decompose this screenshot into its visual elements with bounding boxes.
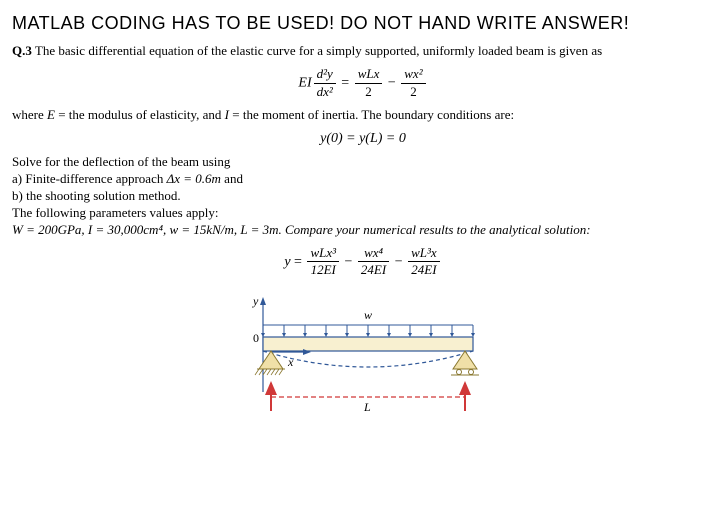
where-pre: where bbox=[12, 107, 47, 122]
where-mid1: = the modulus of elasticity, and bbox=[55, 107, 225, 122]
eq2-t1-num: wLx³ bbox=[307, 245, 339, 263]
eq2-y: y bbox=[284, 254, 290, 269]
boundary-conditions: y(0) = y(L) = 0 bbox=[12, 130, 714, 148]
eq1-t2-den: 2 bbox=[401, 84, 425, 101]
eq2-t3-num: wL³x bbox=[408, 245, 440, 263]
eq2-minus1: − bbox=[345, 254, 353, 269]
eq2-t2-num: wx⁴ bbox=[358, 245, 389, 263]
question-number: Q.3 bbox=[12, 43, 32, 58]
eq1-eq: = bbox=[341, 76, 349, 91]
task-l2a: a) Finite-difference approach bbox=[12, 171, 167, 186]
task-l2b: Δx = 0.6m bbox=[167, 171, 221, 186]
task-l2c: and bbox=[221, 171, 243, 186]
eq1-t2-num: wx² bbox=[401, 66, 425, 84]
svg-text:w: w bbox=[364, 308, 372, 322]
eq1-t1-num: wLx bbox=[355, 66, 383, 84]
task-line-3: b) the shooting solution method. bbox=[12, 188, 714, 205]
eq1-lhs-den: dx² bbox=[314, 84, 336, 101]
eq2-minus2: − bbox=[395, 254, 403, 269]
eq1-EI: EI bbox=[298, 76, 311, 91]
equation-ode: EId²ydx² = wLx2 − wx²2 bbox=[12, 66, 714, 101]
svg-text:0: 0 bbox=[253, 331, 259, 345]
eq2-t2-den: 24EI bbox=[358, 262, 389, 279]
eq1-minus: − bbox=[388, 76, 396, 91]
tasks-block: Solve for the deflection of the beam usi… bbox=[12, 154, 714, 238]
intro-text: The basic differential equation of the e… bbox=[35, 43, 602, 58]
svg-text:y: y bbox=[252, 294, 259, 308]
task-line-2: a) Finite-difference approach Δx = 0.6m … bbox=[12, 171, 714, 188]
svg-text:x: x bbox=[287, 355, 294, 369]
task-line-5: W = 200GPa, I = 30,000cm⁴, w = 15kN/m, L… bbox=[12, 222, 714, 239]
where-mid2: = the moment of inertia. The boundary co… bbox=[229, 107, 514, 122]
question-intro: Q.3 The basic differential equation of t… bbox=[12, 43, 714, 60]
where-line: where E = the modulus of elasticity, and… bbox=[12, 107, 714, 124]
page-title: MATLAB CODING HAS TO BE USED! DO NOT HAN… bbox=[12, 12, 714, 35]
eq2-t1-den: 12EI bbox=[307, 262, 339, 279]
eq1-lhs-num: d²y bbox=[314, 66, 336, 84]
task-line-1: Solve for the deflection of the beam usi… bbox=[12, 154, 714, 171]
where-E: E bbox=[47, 107, 55, 122]
eq1-t1-den: 2 bbox=[355, 84, 383, 101]
task-line-4: The following parameters values apply: bbox=[12, 205, 714, 222]
svg-text:L: L bbox=[363, 400, 371, 414]
beam-diagram: y 0 x w L bbox=[12, 287, 714, 432]
eq2-t3-den: 24EI bbox=[408, 262, 440, 279]
equation-analytic: y = wLx³12EI − wx⁴24EI − wL³x24EI bbox=[12, 245, 714, 280]
eq2-eq: = bbox=[294, 254, 302, 269]
